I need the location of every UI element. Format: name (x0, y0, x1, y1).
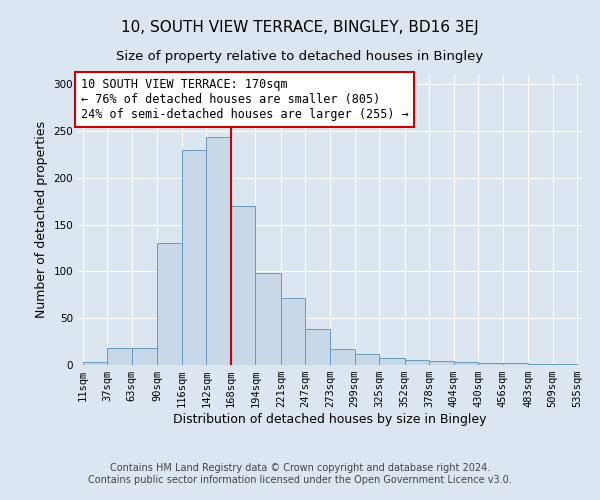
Bar (83, 362, 107, 365)
Y-axis label: Number of detached properties: Number of detached properties (35, 122, 48, 318)
Bar (379, 358, 404, 365)
Bar (454, 362, 478, 365)
Bar (429, 362, 454, 365)
Bar (256, 274, 281, 365)
Bar (132, 348, 157, 365)
Bar (355, 354, 379, 365)
Bar (503, 363, 528, 365)
Bar (157, 244, 182, 365)
Bar (305, 330, 330, 365)
Bar (107, 348, 132, 365)
Bar (478, 363, 503, 365)
Bar (330, 349, 355, 365)
Bar (281, 298, 305, 365)
Bar (404, 360, 429, 365)
Text: 10, SOUTH VIEW TERRACE, BINGLEY, BD16 3EJ: 10, SOUTH VIEW TERRACE, BINGLEY, BD16 3E… (121, 20, 479, 35)
Text: Size of property relative to detached houses in Bingley: Size of property relative to detached ho… (116, 50, 484, 63)
Bar (206, 136, 231, 365)
Bar (231, 206, 256, 365)
Text: Contains HM Land Registry data © Crown copyright and database right 2024.
Contai: Contains HM Land Registry data © Crown c… (88, 464, 512, 485)
Bar (553, 364, 577, 365)
Text: 10 SOUTH VIEW TERRACE: 170sqm
← 76% of detached houses are smaller (805)
24% of : 10 SOUTH VIEW TERRACE: 170sqm ← 76% of d… (80, 78, 408, 121)
X-axis label: Distribution of detached houses by size in Bingley: Distribution of detached houses by size … (173, 413, 487, 426)
Bar (528, 364, 553, 365)
Bar (182, 150, 206, 365)
